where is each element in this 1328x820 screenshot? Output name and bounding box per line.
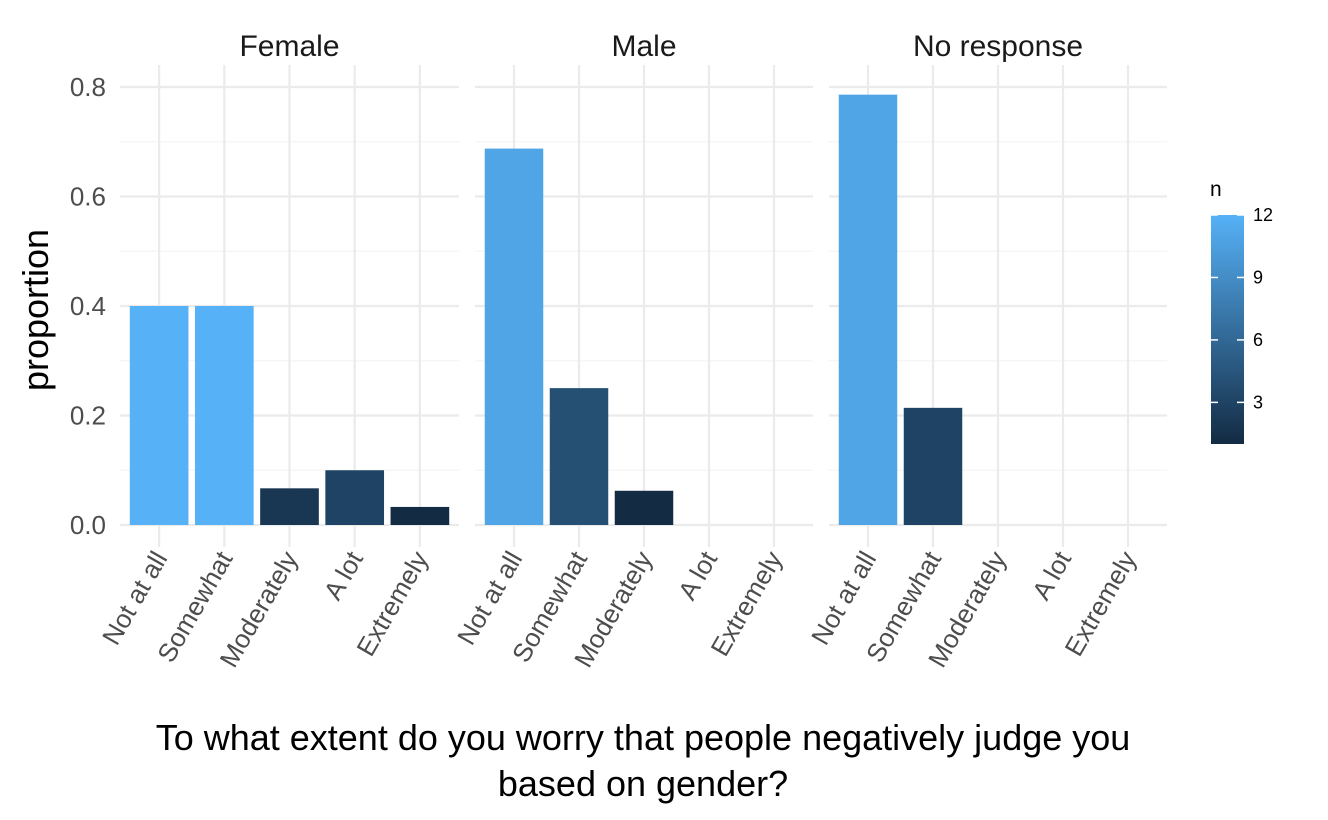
bar-no-response-somewhat bbox=[903, 407, 963, 525]
x-axis-title-line-2: based on gender? bbox=[498, 763, 788, 804]
bar-female-extremely bbox=[390, 506, 450, 525]
y-axis: 0.0 0.2 0.4 0.6 0.8 bbox=[70, 72, 106, 540]
facet-label: Female bbox=[239, 30, 339, 63]
facet-label: No response bbox=[913, 30, 1083, 63]
legend-tick-label: 9 bbox=[1253, 267, 1263, 287]
y-tick-label: 0.6 bbox=[70, 182, 106, 212]
legend-ticks: 3 6 9 12 bbox=[1211, 205, 1273, 412]
y-tick-label: 0.0 bbox=[70, 510, 106, 540]
color-legend: n 3 6 9 12 bbox=[1210, 178, 1273, 444]
bar-female-moderately bbox=[260, 488, 319, 525]
bar-female-a-lot bbox=[325, 470, 385, 525]
x-tick-label: A lot bbox=[318, 545, 370, 604]
bar-male-somewhat bbox=[549, 388, 609, 525]
x-tick-label: A lot bbox=[672, 545, 724, 604]
bar-no-response-not-at-all bbox=[838, 94, 898, 525]
y-tick-label: 0.2 bbox=[70, 401, 106, 431]
y-axis-title: proportion bbox=[15, 229, 56, 391]
legend-tick-label: 12 bbox=[1253, 205, 1273, 225]
bar-male-moderately bbox=[614, 490, 674, 525]
y-tick-label: 0.8 bbox=[70, 72, 106, 102]
bar-male-not-at-all bbox=[484, 148, 544, 525]
x-axis-title-line-1: To what extent do you worry that people … bbox=[156, 717, 1131, 758]
legend-title: n bbox=[1210, 178, 1222, 201]
legend-tick-label: 3 bbox=[1253, 392, 1263, 412]
bar-female-not-at-all bbox=[129, 306, 189, 525]
bar-female-somewhat bbox=[194, 306, 254, 525]
legend-colorbar bbox=[1211, 215, 1244, 444]
facet-label: Male bbox=[611, 30, 676, 63]
x-tick-label: A lot bbox=[1026, 545, 1078, 604]
legend-tick-label: 6 bbox=[1253, 330, 1263, 350]
y-tick-label: 0.4 bbox=[70, 291, 106, 321]
